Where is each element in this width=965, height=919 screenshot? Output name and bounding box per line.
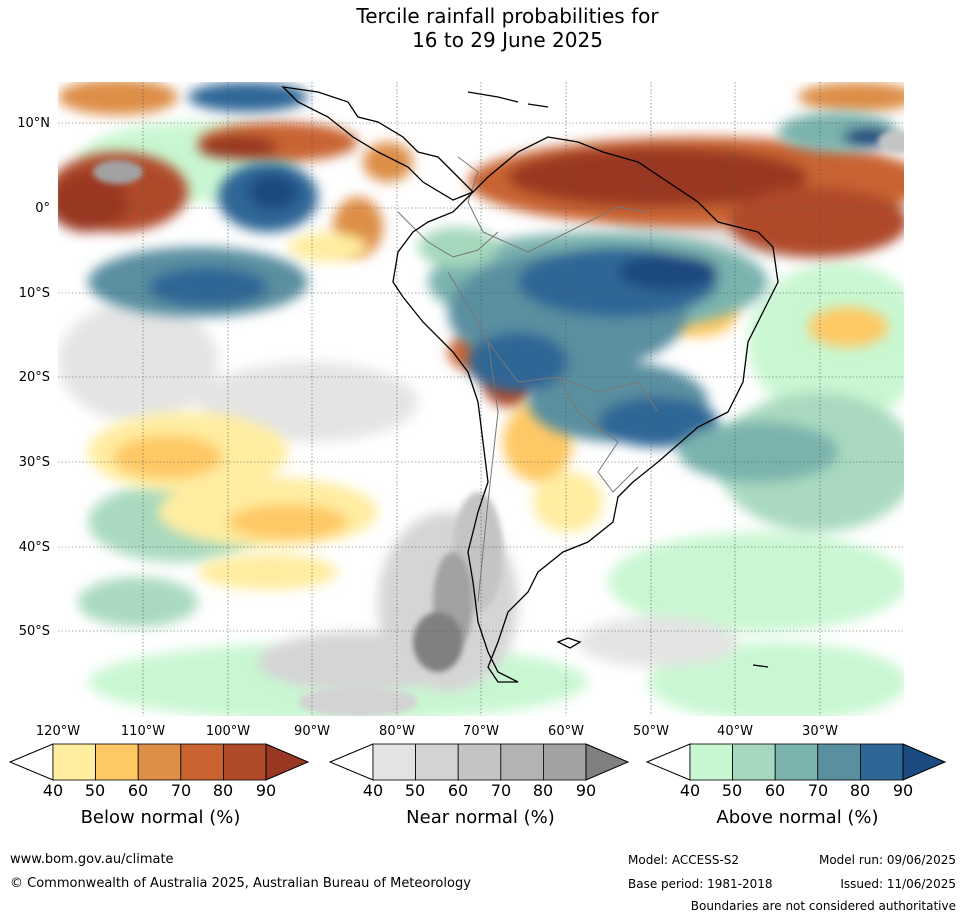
below-tick-40: 40 (42, 781, 64, 800)
near-tick-50: 50 (404, 781, 426, 800)
above-tick-40: 40 (679, 781, 701, 800)
near-swatch-2 (457, 743, 502, 781)
below-swatch-0 (52, 743, 96, 781)
lon-label-50w: 50°W (633, 724, 669, 739)
lon-label-80w: 80°W (379, 724, 415, 739)
below-tick-90: 90 (255, 781, 277, 800)
below-swatch-3 (180, 743, 224, 781)
above-swatch-4 (859, 743, 904, 781)
footer-issued: Issued: 11/06/2025 (840, 877, 956, 891)
lat-label-0: 0° (35, 201, 50, 216)
above-swatch-0 (689, 743, 733, 781)
lat-label-10s: 10°S (18, 286, 50, 301)
lon-label-120w: 120°W (35, 724, 81, 739)
near-swatch-4 (542, 743, 587, 781)
lon-label-110w: 110°W (120, 724, 166, 739)
lat-label-40s: 40°S (18, 540, 50, 555)
map-title: Tercile rainfall probabilities for 16 to… (0, 4, 965, 52)
lon-label-40w: 40°W (717, 724, 753, 739)
colorbar-above-title: Above normal (%) (716, 807, 879, 828)
above-tick-90: 90 (892, 781, 914, 800)
above-swatch-1 (732, 743, 776, 781)
colorbar-above-swatches (645, 743, 947, 781)
footer-model-run: Model run: 09/06/2025 (818, 853, 956, 867)
title-line-1: Tercile rainfall probabilities for (356, 4, 659, 28)
above-tick-70: 70 (807, 781, 829, 800)
lat-label-20s: 20°S (18, 370, 50, 385)
colorbar-near-normal (328, 742, 633, 786)
colorbar-below-title: Below normal (%) (80, 807, 241, 828)
footer-website: www.bom.gov.au/climate (10, 852, 174, 867)
colorbar-below-normal (8, 742, 313, 786)
above-swatch-3 (817, 743, 861, 781)
above-tick-80: 80 (849, 781, 871, 800)
lon-label-70w: 70°W (463, 724, 499, 739)
above-swatch-2 (774, 743, 819, 781)
near-tick-40: 40 (362, 781, 384, 800)
near-swatch-0 (372, 743, 416, 781)
below-tick-70: 70 (170, 781, 192, 800)
lon-label-90w: 90°W (294, 724, 330, 739)
title-line-2: 16 to 29 June 2025 (412, 28, 603, 52)
near-swatch-3 (500, 743, 544, 781)
near-tick-90: 90 (575, 781, 597, 800)
below-tick-50: 50 (84, 781, 106, 800)
colorbar-below-swatches (8, 743, 310, 781)
lon-label-100w: 100°W (205, 724, 251, 739)
below-overflow-triangle (265, 743, 310, 781)
below-swatch-2 (137, 743, 182, 781)
below-tick-60: 60 (127, 781, 149, 800)
colorbar-above-normal (645, 742, 950, 786)
country-borders (397, 156, 659, 603)
probability-map (48, 79, 928, 722)
lat-label-10n: 10°N (17, 116, 50, 131)
below-tick-80: 80 (212, 781, 234, 800)
lat-label-30s: 30°S (18, 455, 50, 470)
near-tick-60: 60 (447, 781, 469, 800)
probability-field (48, 79, 928, 722)
lon-label-30w: 30°W (802, 724, 838, 739)
footer-model: Model: ACCESS-S2 (628, 853, 740, 867)
near-tick-70: 70 (490, 781, 512, 800)
colorbar-near-title: Near normal (%) (406, 807, 555, 828)
colorbar-near-swatches (328, 743, 630, 781)
coastline (281, 86, 779, 683)
map-canvas (48, 79, 928, 722)
below-swatch-1 (95, 743, 139, 781)
lat-label-50s: 50°S (18, 624, 50, 639)
graticule (58, 82, 904, 716)
below-swatch-4 (222, 743, 267, 781)
above-tick-60: 60 (764, 781, 786, 800)
near-swatch-1 (415, 743, 459, 781)
near-tick-80: 80 (532, 781, 554, 800)
above-tick-50: 50 (721, 781, 743, 800)
footer-base-period: Base period: 1981-2018 (628, 877, 773, 891)
footer-copyright: © Commonwealth of Australia 2025, Austra… (10, 876, 471, 891)
footer-boundaries-note: Boundaries are not considered authoritat… (690, 899, 956, 913)
lon-label-60w: 60°W (548, 724, 584, 739)
